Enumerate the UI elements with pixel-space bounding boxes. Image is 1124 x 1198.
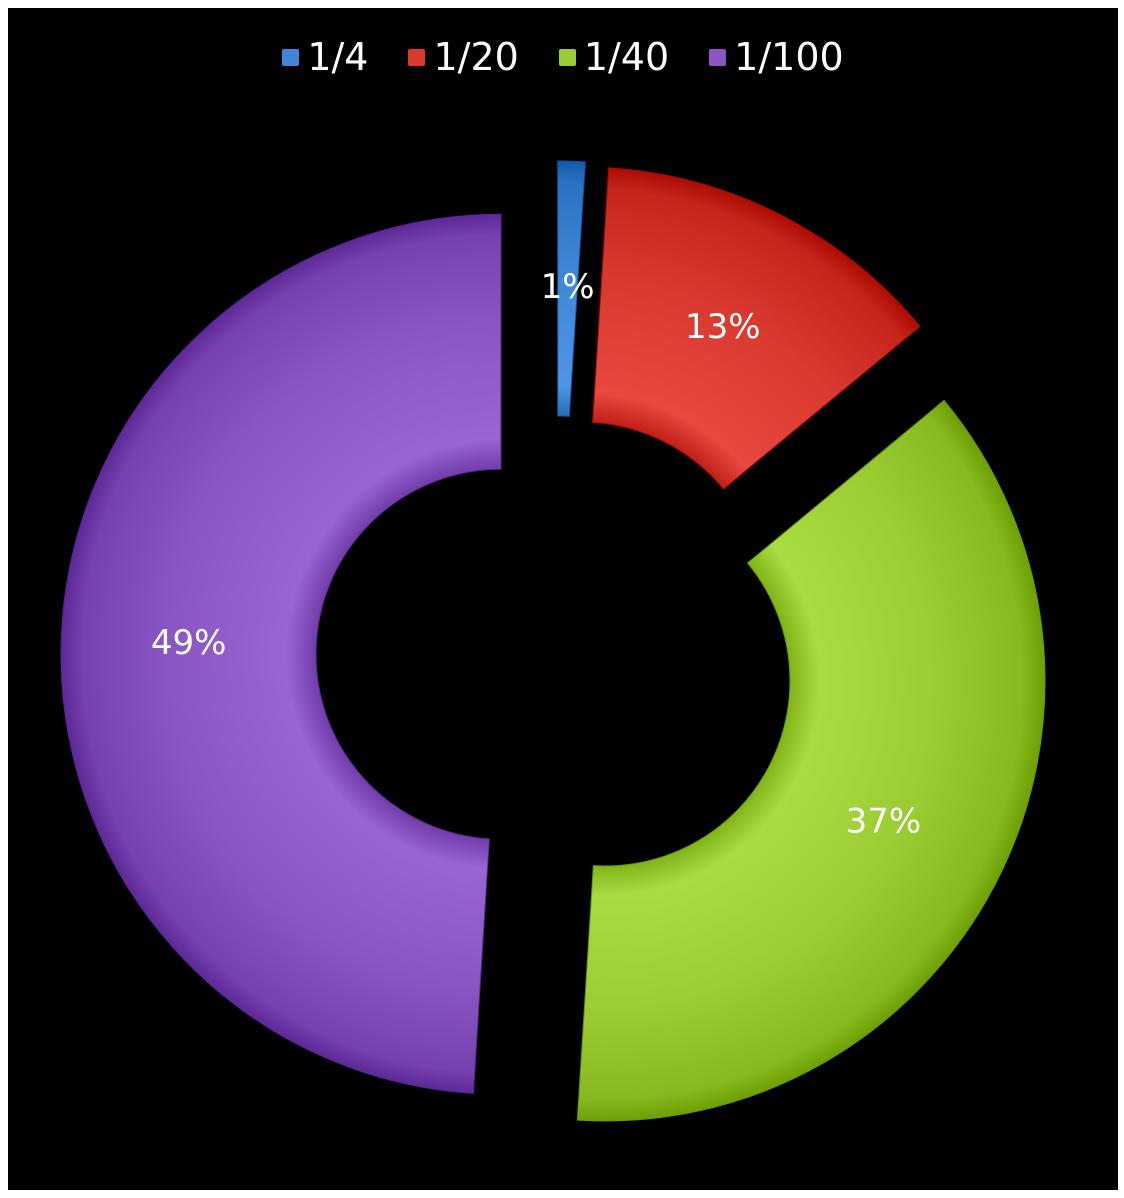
legend-swatch-series-2 xyxy=(408,48,426,66)
chart-legend: 1/4 1/20 1/40 1/100 xyxy=(8,38,1118,76)
data-label-1-40: 37% xyxy=(846,801,922,841)
slice-1-40 xyxy=(576,399,1046,1122)
slice-1-100 xyxy=(60,213,502,1094)
legend-swatch-series-4 xyxy=(709,48,727,66)
legend-label-series-2: 1/20 xyxy=(433,35,519,79)
doughnut-chart: 1% 13% 37% 49% xyxy=(60,160,1046,1122)
legend-item-series-3: 1/40 xyxy=(558,35,670,79)
data-label-1-100: 49% xyxy=(151,623,227,663)
slice-1-4 xyxy=(557,160,586,417)
data-label-1-4: 1% xyxy=(541,267,595,307)
chart-area: 1/4 1/20 1/40 1/100 1% 13% 37% 49% xyxy=(8,8,1118,1190)
legend-label-series-4: 1/100 xyxy=(734,35,844,79)
data-label-1-20: 13% xyxy=(685,307,761,347)
legend-swatch-series-3 xyxy=(558,48,576,66)
legend-label-series-3: 1/40 xyxy=(583,35,670,79)
legend-item-series-4: 1/100 xyxy=(709,38,844,76)
legend-swatch-series-1 xyxy=(282,48,300,66)
legend-item-series-2: 1/20 xyxy=(408,35,519,79)
legend-item-series-1: 1/4 xyxy=(282,38,368,76)
slice-1-20 xyxy=(592,167,921,490)
legend-label-series-1: 1/4 xyxy=(307,35,369,79)
